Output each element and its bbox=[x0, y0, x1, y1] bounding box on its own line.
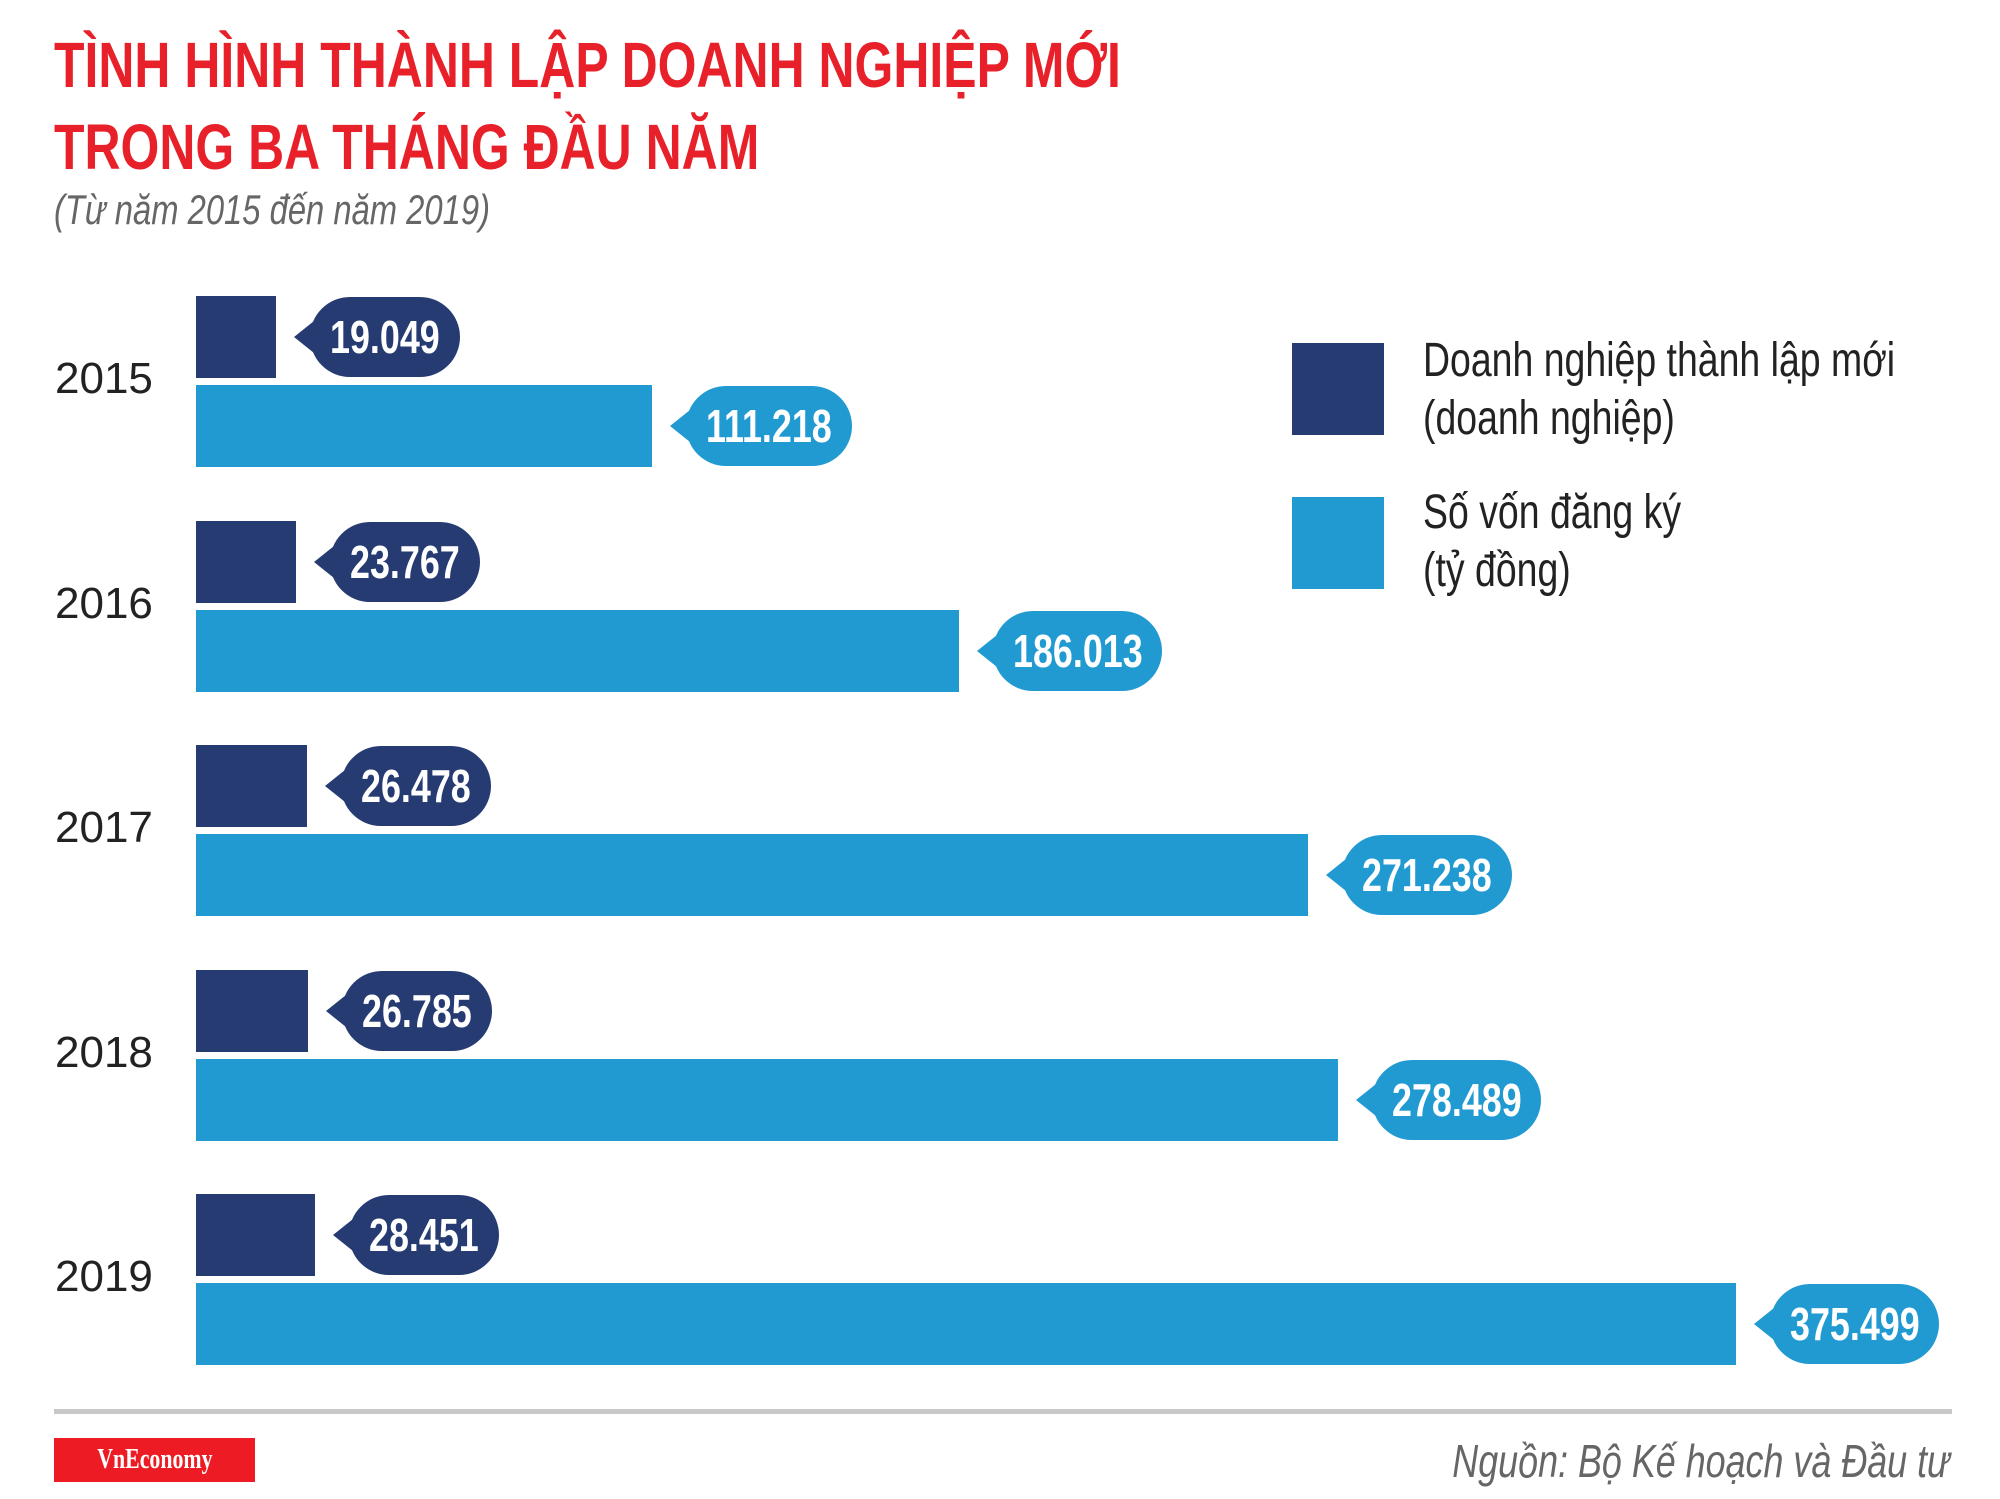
vneconomy-logo: VnEconomy bbox=[54, 1438, 255, 1482]
bar-businesses bbox=[196, 1194, 316, 1276]
chart-subtitle: (Từ năm 2015 đến năm 2019) bbox=[54, 186, 613, 234]
data-label-text: 28.451 bbox=[369, 1209, 480, 1261]
legend-line: Số vốn đăng ký bbox=[1423, 486, 1682, 539]
data-label-text: 271.238 bbox=[1362, 849, 1492, 901]
bar-capital bbox=[196, 1058, 1338, 1141]
year-label: 2017 bbox=[55, 803, 153, 852]
data-label: 278.489 bbox=[1355, 1059, 1542, 1140]
source-note: Nguồn: Bộ Kế hoạch và Đầu tư bbox=[1312, 1434, 1950, 1488]
year-label: 2015 bbox=[55, 354, 153, 403]
data-label-text: 26.785 bbox=[362, 984, 473, 1037]
data-label-text: 111.218 bbox=[705, 400, 832, 452]
chart-title-line1: TÌNH HÌNH THÀNH LẬP DOANH NGHIỆP MỚI bbox=[54, 30, 1422, 100]
data-label: 28.451 bbox=[333, 1195, 500, 1275]
bar-businesses bbox=[196, 520, 296, 603]
data-label: 271.238 bbox=[1326, 835, 1512, 915]
data-label: 375.499 bbox=[1753, 1284, 1939, 1364]
data-label: 111.218 bbox=[670, 386, 852, 466]
bar-businesses bbox=[196, 296, 276, 378]
data-label-text: 186.013 bbox=[1012, 624, 1143, 677]
data-label: 23.767 bbox=[313, 521, 480, 602]
legend-label-businesses: Doanh nghiệp thành lập mới (doanh nghiệp… bbox=[1423, 332, 2000, 448]
year-label: 2016 bbox=[55, 578, 153, 628]
year-label: 2018 bbox=[55, 1027, 153, 1077]
data-label: 19.049 bbox=[294, 297, 460, 377]
data-label-text: 19.049 bbox=[330, 311, 440, 363]
legend-line: (tỷ đồng) bbox=[1423, 544, 1571, 597]
logo-text: VnEconomy bbox=[96, 1444, 213, 1475]
data-label: 26.478 bbox=[325, 746, 492, 826]
data-label-text: 375.499 bbox=[1789, 1298, 1920, 1350]
chart-title-line2: TRONG BA THÁNG ĐẦU NĂM bbox=[54, 112, 958, 182]
data-label-text: 278.489 bbox=[1391, 1073, 1522, 1126]
legend-swatch-businesses bbox=[1292, 343, 1384, 435]
bar-capital bbox=[196, 1283, 1736, 1365]
bar-capital bbox=[196, 385, 652, 467]
data-label: 186.013 bbox=[976, 610, 1163, 691]
year-label: 2019 bbox=[55, 1252, 153, 1301]
legend-line: Doanh nghiệp thành lập mới bbox=[1423, 334, 1896, 387]
legend-label-capital: Số vốn đăng ký (tỷ đồng) bbox=[1423, 484, 1754, 600]
bar-capital bbox=[196, 834, 1309, 916]
title-text: TRONG BA THÁNG ĐẦU NĂM bbox=[54, 111, 760, 183]
bar-businesses bbox=[196, 969, 309, 1052]
bar-capital bbox=[196, 609, 959, 692]
source-text: Nguồn: Bộ Kế hoạch và Đầu tư bbox=[1452, 1435, 1950, 1487]
footer-divider bbox=[54, 1409, 1952, 1414]
data-label-text: 26.478 bbox=[361, 760, 471, 812]
data-label: 26.785 bbox=[326, 970, 493, 1051]
title-text: TÌNH HÌNH THÀNH LẬP DOANH NGHIỆP MỚI bbox=[54, 29, 1121, 101]
data-label-text: 23.767 bbox=[349, 535, 460, 588]
legend-swatch-capital bbox=[1292, 497, 1384, 589]
subtitle-text: (Từ năm 2015 đến năm 2019) bbox=[54, 186, 490, 233]
legend-line: (doanh nghiệp) bbox=[1423, 392, 1675, 445]
bar-businesses bbox=[196, 745, 308, 827]
